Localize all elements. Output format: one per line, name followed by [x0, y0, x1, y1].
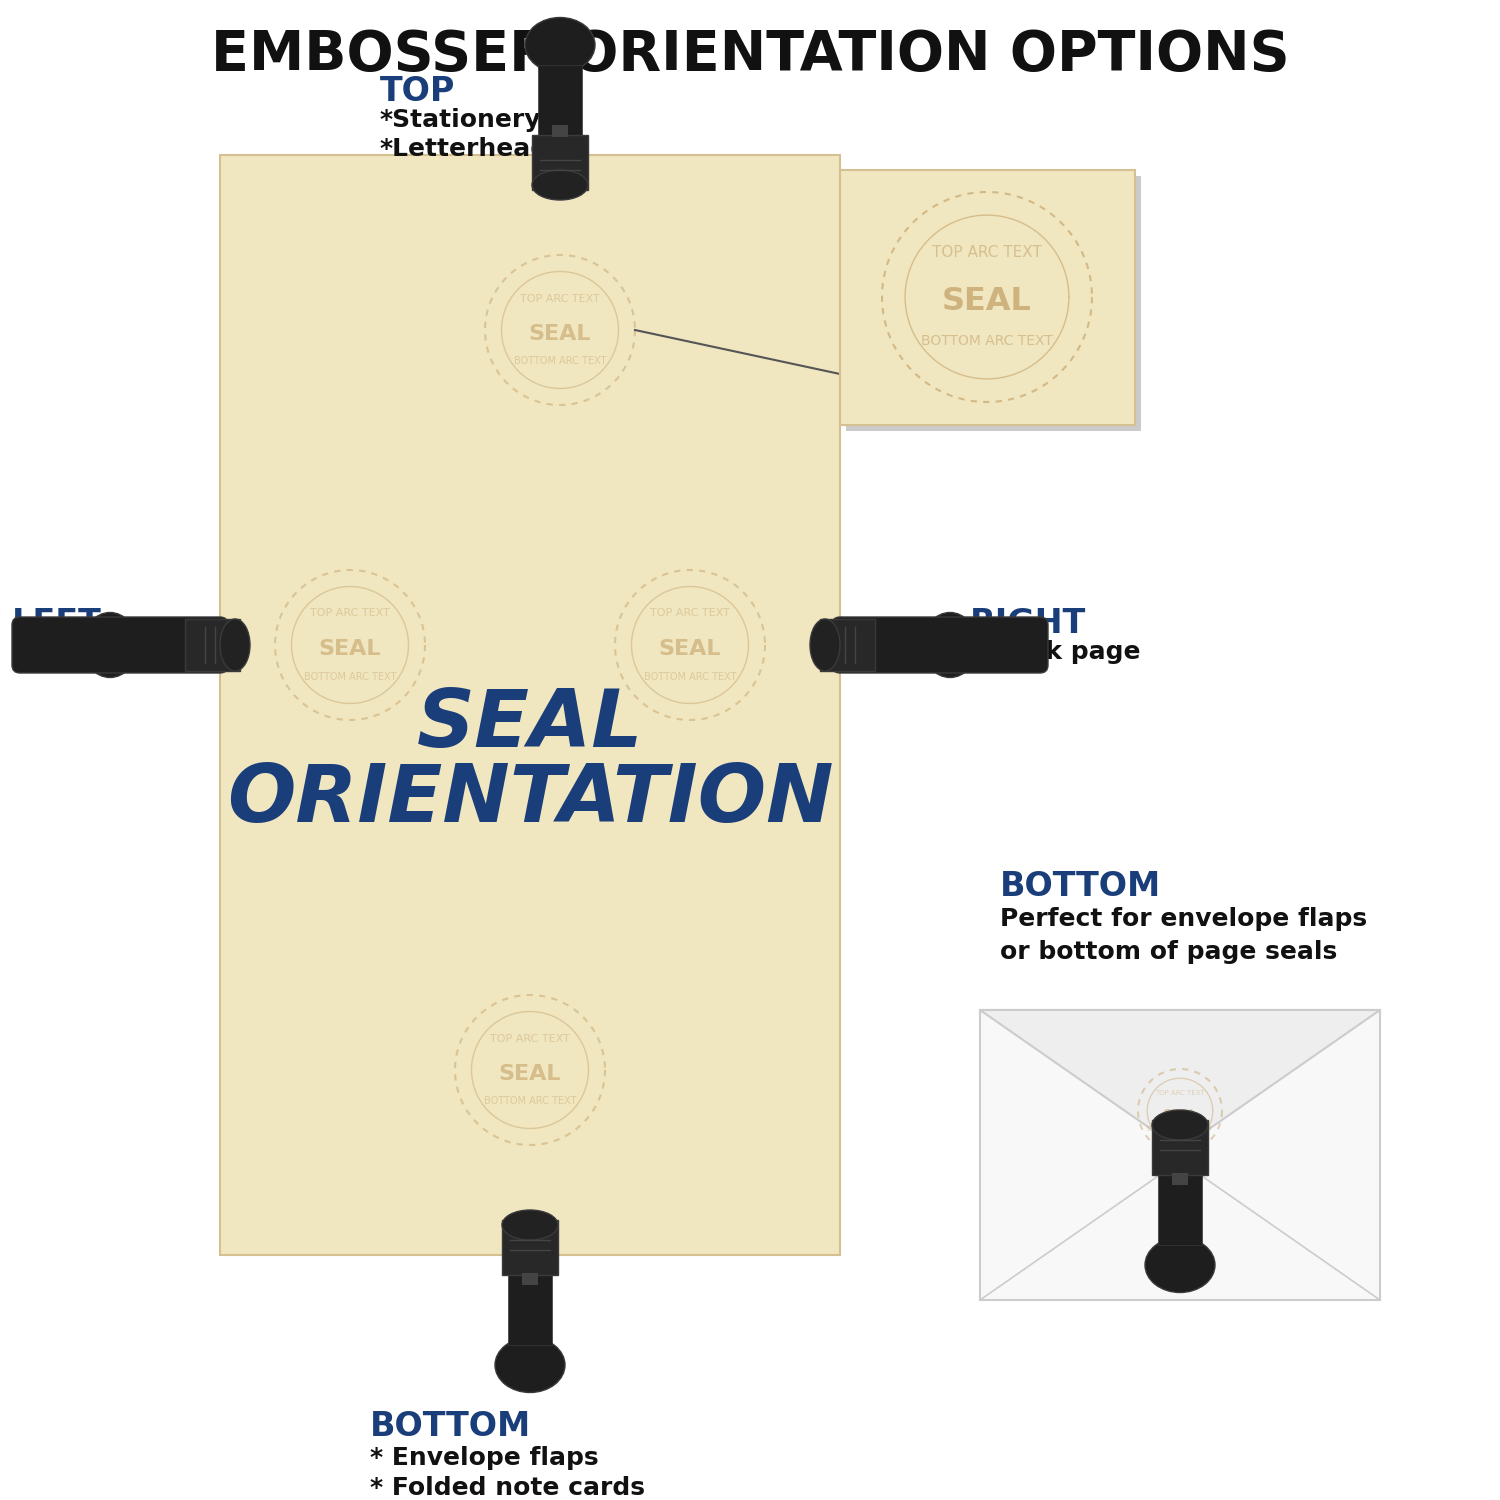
Text: RIGHT: RIGHT — [970, 608, 1086, 640]
Bar — [821, 620, 874, 670]
Ellipse shape — [922, 612, 978, 678]
Bar — [509, 1226, 552, 1346]
Text: * Book page: * Book page — [970, 640, 1140, 664]
Text: SEAL: SEAL — [498, 1064, 561, 1084]
Text: or bottom of page seals: or bottom of page seals — [1000, 940, 1338, 964]
Text: *Not Common: *Not Common — [12, 640, 207, 664]
Ellipse shape — [495, 1338, 566, 1392]
Text: LEFT: LEFT — [12, 608, 102, 640]
Bar — [538, 64, 582, 184]
Text: *Letterhead: *Letterhead — [380, 136, 549, 160]
FancyBboxPatch shape — [833, 616, 1048, 674]
Bar — [980, 1010, 1380, 1300]
Text: Perfect for envelope flaps: Perfect for envelope flaps — [1000, 908, 1366, 932]
Bar — [1152, 1120, 1208, 1174]
Bar — [846, 176, 1142, 430]
Text: TOP: TOP — [380, 75, 456, 108]
Text: SEAL: SEAL — [318, 639, 381, 658]
FancyBboxPatch shape — [12, 616, 228, 674]
Bar — [220, 154, 840, 1256]
Ellipse shape — [525, 18, 596, 72]
Ellipse shape — [810, 620, 840, 670]
Text: BOTTOM ARC TEXT: BOTTOM ARC TEXT — [1148, 1125, 1214, 1131]
Text: ORIENTATION: ORIENTATION — [226, 760, 834, 839]
Text: SEAL: SEAL — [1162, 1108, 1197, 1122]
Bar — [184, 620, 240, 670]
Text: BOTTOM ARC TEXT: BOTTOM ARC TEXT — [304, 672, 396, 681]
Bar — [1158, 1125, 1202, 1245]
Text: SEAL: SEAL — [658, 639, 722, 658]
Text: SEAL: SEAL — [942, 285, 1032, 316]
Ellipse shape — [503, 1210, 558, 1240]
Ellipse shape — [532, 170, 588, 200]
Text: TOP ARC TEXT: TOP ARC TEXT — [520, 294, 600, 303]
Text: BOTTOM: BOTTOM — [370, 1410, 531, 1443]
Text: TOP ARC TEXT: TOP ARC TEXT — [310, 609, 390, 618]
Ellipse shape — [82, 612, 138, 678]
Text: EMBOSSER ORIENTATION OPTIONS: EMBOSSER ORIENTATION OPTIONS — [210, 28, 1290, 82]
Bar — [532, 135, 588, 190]
Bar — [552, 124, 568, 136]
Polygon shape — [980, 1010, 1380, 1149]
Text: SEAL: SEAL — [528, 324, 591, 344]
Text: TOP ARC TEXT: TOP ARC TEXT — [932, 246, 1042, 261]
Text: BOTTOM ARC TEXT: BOTTOM ARC TEXT — [644, 672, 736, 681]
Text: TOP ARC TEXT: TOP ARC TEXT — [650, 609, 730, 618]
Text: TOP ARC TEXT: TOP ARC TEXT — [490, 1034, 570, 1044]
Ellipse shape — [220, 620, 251, 670]
Text: TOP ARC TEXT: TOP ARC TEXT — [1155, 1090, 1204, 1096]
Bar — [503, 1220, 558, 1275]
Text: BOTTOM ARC TEXT: BOTTOM ARC TEXT — [484, 1096, 576, 1107]
Bar — [1172, 1173, 1188, 1185]
Text: *Stationery: *Stationery — [380, 108, 542, 132]
Ellipse shape — [1144, 1238, 1215, 1293]
Text: BOTTOM ARC TEXT: BOTTOM ARC TEXT — [921, 334, 1053, 348]
Text: * Envelope flaps: * Envelope flaps — [370, 1446, 598, 1470]
Ellipse shape — [1152, 1110, 1208, 1140]
Text: BOTTOM: BOTTOM — [1000, 870, 1161, 903]
Bar — [522, 1274, 538, 1286]
Bar — [840, 170, 1136, 424]
Text: SEAL: SEAL — [417, 686, 644, 764]
Text: BOTTOM ARC TEXT: BOTTOM ARC TEXT — [514, 357, 606, 366]
Text: * Folded note cards: * Folded note cards — [370, 1476, 645, 1500]
